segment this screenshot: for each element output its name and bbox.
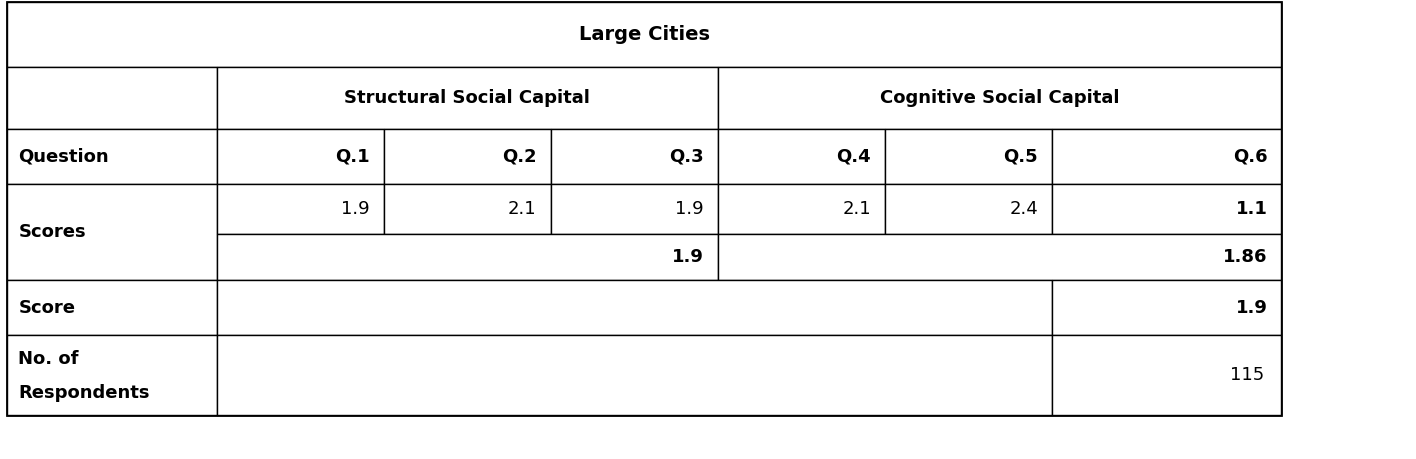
Text: Respondents: Respondents	[18, 384, 150, 402]
Text: 1.9: 1.9	[1235, 298, 1267, 317]
Bar	[217, 184, 384, 234]
Bar	[718, 234, 1281, 280]
Bar	[1052, 335, 1281, 415]
Text: 1.9: 1.9	[671, 248, 704, 266]
Bar	[7, 67, 217, 129]
Bar	[718, 184, 885, 234]
Bar	[217, 67, 718, 129]
Text: Question: Question	[18, 147, 109, 165]
Text: 1.9: 1.9	[675, 200, 704, 218]
Text: Score: Score	[18, 298, 75, 317]
Bar	[7, 129, 217, 184]
Bar	[7, 2, 1281, 415]
Bar	[7, 184, 217, 280]
Text: Structural Social Capital: Structural Social Capital	[344, 89, 590, 106]
Text: Q.2: Q.2	[503, 147, 537, 165]
Text: Q.5: Q.5	[1004, 147, 1038, 165]
Text: 2.4: 2.4	[1010, 200, 1038, 218]
Text: Q.3: Q.3	[670, 147, 704, 165]
Bar	[7, 335, 217, 415]
Bar	[885, 129, 1052, 184]
Bar	[1052, 129, 1281, 184]
Text: No. of: No. of	[18, 350, 79, 368]
Bar	[718, 67, 1281, 129]
Text: 115: 115	[1231, 366, 1264, 384]
Text: 1.9: 1.9	[341, 200, 370, 218]
Bar	[1052, 280, 1281, 335]
Bar	[718, 129, 885, 184]
Bar	[551, 129, 718, 184]
Text: Scores: Scores	[18, 223, 86, 241]
Bar	[1052, 184, 1281, 234]
Text: Q.4: Q.4	[837, 147, 871, 165]
Bar	[384, 129, 551, 184]
Bar	[217, 234, 718, 280]
Bar	[217, 335, 1052, 415]
Bar	[217, 129, 384, 184]
Bar	[885, 184, 1052, 234]
Text: 1.1: 1.1	[1235, 200, 1267, 218]
Text: 2.1: 2.1	[508, 200, 537, 218]
Text: Q.6: Q.6	[1233, 147, 1267, 165]
Bar	[7, 280, 217, 335]
Bar	[384, 184, 551, 234]
Bar	[217, 280, 1052, 335]
Text: 1.86: 1.86	[1223, 248, 1267, 266]
Text: Cognitive Social Capital: Cognitive Social Capital	[879, 89, 1120, 106]
Text: Q.1: Q.1	[336, 147, 370, 165]
Text: Large Cities: Large Cities	[579, 25, 709, 44]
Bar	[551, 184, 718, 234]
Bar	[7, 2, 1281, 67]
Text: 2.1: 2.1	[843, 200, 871, 218]
